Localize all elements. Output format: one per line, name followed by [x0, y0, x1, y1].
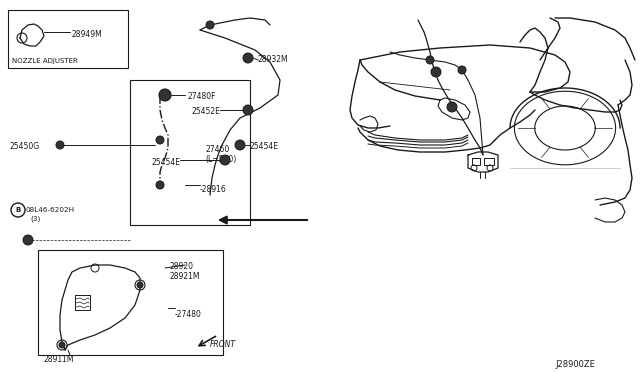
- Circle shape: [243, 105, 253, 115]
- Circle shape: [59, 342, 65, 348]
- Circle shape: [156, 136, 164, 144]
- Text: -27480: -27480: [175, 310, 202, 319]
- Text: 25452E: 25452E: [191, 107, 220, 116]
- Circle shape: [220, 155, 230, 165]
- Text: NOZZLE ADJUSTER: NOZZLE ADJUSTER: [12, 58, 77, 64]
- Circle shape: [137, 282, 143, 288]
- Text: 25450G: 25450G: [10, 142, 40, 151]
- Bar: [8, 10, 128, 68]
- Text: (L=570): (L=570): [205, 155, 236, 164]
- Circle shape: [156, 181, 164, 189]
- Text: -28916: -28916: [200, 185, 227, 194]
- Bar: [130, 80, 250, 225]
- Text: 28920: 28920: [170, 262, 194, 271]
- Text: 25454E: 25454E: [151, 158, 180, 167]
- Text: 28949M: 28949M: [72, 30, 103, 39]
- Text: 27480F: 27480F: [187, 92, 216, 101]
- Circle shape: [206, 21, 214, 29]
- Circle shape: [56, 141, 64, 149]
- Text: 28911M: 28911M: [44, 355, 74, 364]
- Circle shape: [23, 235, 33, 245]
- Circle shape: [243, 53, 253, 63]
- Circle shape: [235, 140, 245, 150]
- Text: 28932M: 28932M: [258, 55, 289, 64]
- Bar: [38, 250, 223, 355]
- Circle shape: [159, 89, 171, 101]
- Text: 27460: 27460: [205, 145, 229, 154]
- Text: 08L46-6202H: 08L46-6202H: [26, 207, 75, 213]
- Circle shape: [447, 102, 457, 112]
- Circle shape: [458, 66, 466, 74]
- Circle shape: [426, 56, 434, 64]
- Text: 28921M: 28921M: [170, 272, 200, 281]
- Text: (3): (3): [30, 216, 40, 222]
- Text: FRONT: FRONT: [210, 340, 236, 349]
- Text: J28900ZE: J28900ZE: [555, 360, 595, 369]
- Circle shape: [431, 67, 441, 77]
- Text: B: B: [15, 207, 20, 213]
- Text: 25454E: 25454E: [250, 142, 279, 151]
